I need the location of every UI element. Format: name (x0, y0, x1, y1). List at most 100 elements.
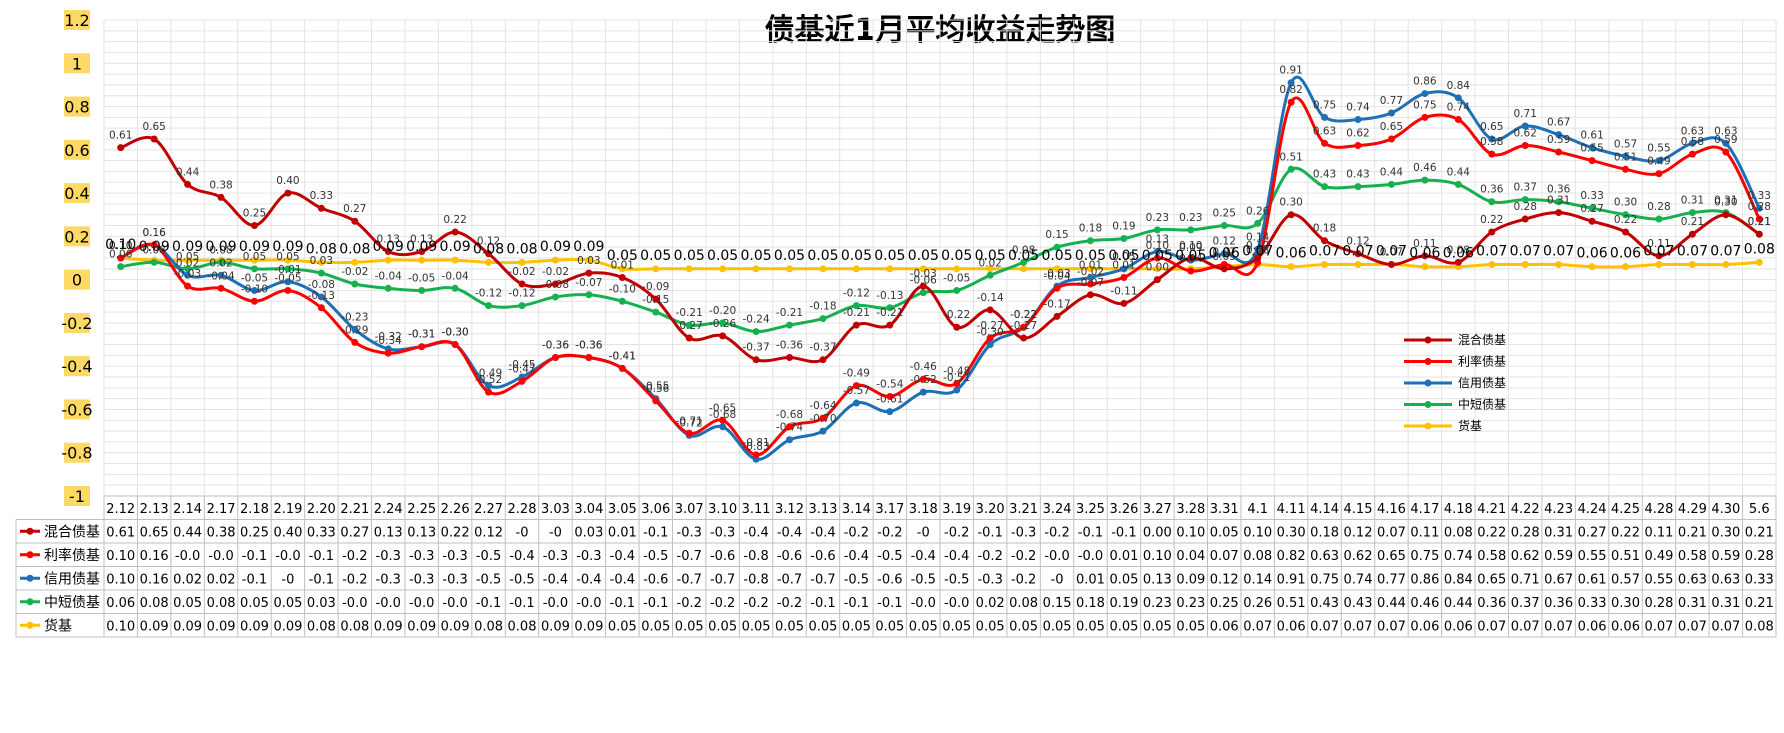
table-cell: 0.10 (1176, 525, 1205, 540)
data-label: 0.09 (573, 239, 604, 255)
table-cell: 0.02 (976, 596, 1005, 611)
table-cell: 0.07 (1511, 619, 1540, 634)
data-label: -0.31 (408, 329, 435, 341)
data-point (1655, 170, 1663, 178)
table-cell: 0.22 (1611, 525, 1640, 540)
data-label: 0.07 (1476, 243, 1507, 259)
table-cell: 0.21 (1678, 525, 1707, 540)
table-cell: -0.0 (275, 549, 300, 564)
data-label: -0.05 (241, 272, 268, 284)
x-tick-label: 4.1 (1247, 502, 1268, 517)
table-cell: -0.0 (442, 596, 467, 611)
data-label: 0.57 (1614, 138, 1637, 150)
table-cell: 0.58 (1477, 549, 1506, 564)
y-tick-label: 0.4 (64, 184, 89, 203)
data-label: 0.07 (1380, 246, 1403, 258)
data-label: -0.04 (207, 270, 234, 282)
data-label: 0.02 (209, 257, 232, 269)
table-cell: -0.6 (643, 572, 668, 587)
table-cell: 0.09 (207, 619, 236, 634)
table-cell: 0.62 (1511, 549, 1540, 564)
table-cell: 0.02 (207, 572, 236, 587)
table-cell: -0.4 (576, 572, 601, 587)
data-point (1688, 150, 1696, 158)
table-cell: 0.27 (1578, 525, 1607, 540)
table-cell: 0.26 (1243, 596, 1272, 611)
data-label: 0.65 (142, 121, 165, 133)
data-point (451, 256, 459, 264)
table-cell: 0.58 (1678, 549, 1707, 564)
table-cell: 0.05 (273, 596, 302, 611)
x-tick-label: 3.04 (574, 502, 603, 517)
data-point (1421, 113, 1429, 121)
data-label: -0.13 (308, 290, 335, 302)
table-cell: -0.5 (476, 572, 501, 587)
table-cell: -0.4 (944, 549, 969, 564)
data-point (719, 416, 727, 424)
data-label: 0.13 (1146, 234, 1169, 246)
data-point (551, 293, 559, 301)
table-cell: 0.08 (1444, 525, 1473, 540)
data-label: 0.46 (1413, 162, 1437, 174)
table-cell: 0.31 (1678, 596, 1707, 611)
data-point (1588, 204, 1596, 212)
table-cell: -0.5 (844, 572, 869, 587)
data-point (317, 293, 325, 301)
data-label: 0.37 (1514, 182, 1537, 194)
table-cell: 0.51 (1277, 596, 1306, 611)
table-cell: -0.8 (743, 549, 768, 564)
data-point (284, 278, 292, 286)
table-row-label: 中短债基 (44, 594, 100, 611)
data-point (1020, 258, 1028, 266)
data-point (1488, 260, 1496, 268)
data-label: 0.06 (1443, 246, 1474, 262)
table-cell: -0.0 (342, 596, 367, 611)
data-point (986, 341, 994, 349)
table-cell: 0.21 (1745, 525, 1774, 540)
data-point (786, 321, 794, 329)
data-label: 0.21 (1748, 216, 1771, 228)
data-label: 0.21 (1681, 216, 1704, 228)
data-point (1287, 79, 1295, 87)
table-cell: 0.08 (307, 619, 336, 634)
table-cell: 0.10 (1143, 549, 1172, 564)
table-cell: -0.1 (1111, 525, 1136, 540)
y-tick-label: 1 (72, 54, 82, 73)
table-cell: 0.10 (106, 572, 135, 587)
data-point (551, 354, 559, 362)
data-label: 0.05 (1175, 248, 1206, 264)
data-label: -0.06 (910, 275, 937, 287)
x-tick-label: 2.27 (474, 502, 503, 517)
data-point (618, 364, 626, 372)
table-cell: -0.5 (944, 572, 969, 587)
y-tick-label: -0.6 (61, 400, 92, 419)
data-label: 0.28 (1647, 201, 1670, 213)
legend-label: 中短债基 (1458, 397, 1506, 412)
data-point (1020, 334, 1028, 342)
data-label: 0.06 (1576, 246, 1607, 262)
data-point (1321, 113, 1329, 121)
data-label: 0.05 (707, 248, 738, 264)
legend-marker (1424, 379, 1432, 387)
data-label: 0.10 (105, 237, 136, 253)
x-tick-label: 3.18 (909, 502, 938, 517)
data-point (886, 321, 894, 329)
y-tick-label: -0.4 (61, 357, 92, 376)
data-label: -0.20 (709, 305, 736, 317)
data-label: -0.37 (809, 342, 836, 354)
data-point (1254, 254, 1262, 262)
table-cell: 0.06 (1444, 619, 1473, 634)
table-legend-marker (26, 574, 34, 582)
table-cell: -0.1 (844, 596, 869, 611)
x-tick-label: 4.25 (1611, 502, 1640, 517)
table-cell: -0.2 (710, 596, 735, 611)
table-cell: 0.01 (608, 525, 637, 540)
x-tick-label: 4.16 (1377, 502, 1406, 517)
table-cell: 0.28 (1511, 525, 1540, 540)
data-label: 0.84 (1447, 80, 1471, 92)
x-tick-label: 3.14 (842, 502, 871, 517)
data-point (1454, 94, 1462, 102)
data-point (1622, 211, 1630, 219)
table-cell: 0.06 (1210, 619, 1239, 634)
